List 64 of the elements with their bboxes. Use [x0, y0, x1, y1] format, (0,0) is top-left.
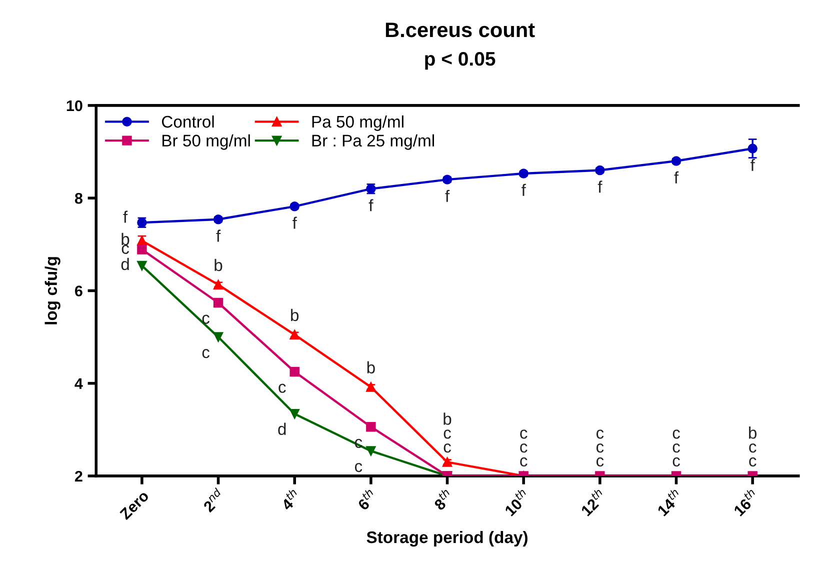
x-tick-label: 4$^{th}$ [278, 488, 302, 512]
point [137, 260, 147, 271]
y-axis-title: log cfu/g [44, 257, 60, 324]
annotation: f [522, 184, 526, 196]
annotation: c [749, 444, 756, 453]
y-tick-label: 8 [74, 192, 82, 204]
annotation: c [596, 457, 604, 467]
legend-label: Pa 50 mg/ml [312, 115, 404, 131]
annotation: d [278, 422, 286, 436]
y-tick-label: 4 [74, 378, 83, 389]
x-tick-label: 12$^{th}$ [578, 488, 607, 516]
y-tick-label: 2 [74, 470, 82, 482]
annotation: f [292, 216, 297, 229]
chart-subtitle: p < 0.05 [425, 52, 496, 70]
annotation: c [596, 444, 604, 453]
annotation: c [672, 457, 680, 467]
annotation: f [368, 199, 374, 212]
legend-label: Br 50 mg/ml [162, 134, 250, 150]
annotation: b [214, 258, 222, 272]
annotation: b [291, 308, 299, 322]
y-tick-label: 10 [66, 100, 82, 112]
legend-label: Br : Pa 25 mg/ml [312, 134, 434, 150]
x-axis-title: Storage period (day) [366, 530, 528, 547]
point [290, 409, 300, 419]
point [213, 332, 224, 342]
annotation: f [123, 210, 128, 223]
annotation: f [674, 171, 679, 184]
annotation: c [520, 430, 528, 439]
annotation: c [444, 430, 451, 439]
annotation: f [216, 230, 221, 242]
point [290, 366, 300, 377]
annotation: b [749, 426, 757, 439]
annotation: c [122, 244, 129, 254]
x-tick-label: 2$^{nd}$ [200, 487, 226, 513]
annotation: c [672, 444, 680, 453]
point [366, 422, 376, 432]
annotation: c [749, 457, 756, 467]
x-tick-label: 16$^{th}$ [730, 488, 760, 517]
annotation: b [367, 361, 375, 374]
annotation: c [672, 430, 680, 439]
annotation: c [354, 462, 362, 472]
point [137, 244, 147, 254]
annotation: b [122, 232, 130, 246]
x-tick-label: 14$^{th}$ [654, 488, 684, 516]
annotation: f [750, 158, 755, 171]
x-tick-label: 6$^{th}$ [354, 488, 378, 511]
legend-label: Control [162, 115, 214, 128]
point [366, 446, 376, 456]
x-tick-label: 10$^{th}$ [502, 488, 531, 517]
annotation: c [520, 457, 528, 467]
annotation: f [598, 180, 602, 193]
annotation: c [520, 444, 528, 453]
annotation: c [202, 349, 210, 358]
annotation: c [278, 384, 286, 393]
y-tick-label: 6 [75, 286, 82, 296]
annotation: c [444, 444, 451, 453]
annotation: c [596, 430, 604, 439]
annotation: f [445, 190, 450, 202]
annotation: c [202, 314, 210, 324]
annotation: d [121, 258, 129, 270]
x-tick-label: 8$^{th}$ [431, 488, 454, 511]
annotation: b [444, 412, 452, 425]
chart-title: B.cereus count [386, 22, 535, 38]
point [213, 298, 224, 308]
